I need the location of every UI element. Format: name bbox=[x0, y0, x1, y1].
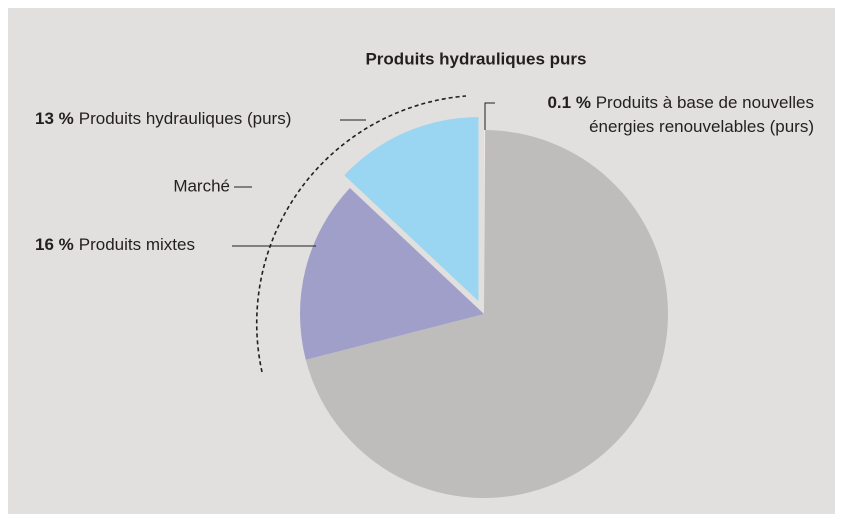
value-label: 16 % bbox=[35, 235, 74, 254]
label: 0.1 % Produits à base de nouvelles énerg… bbox=[492, 91, 814, 139]
category-label: Produits mixtes bbox=[79, 235, 195, 254]
leader-line bbox=[484, 102, 495, 130]
label: 16 % Produits mixtes bbox=[35, 235, 195, 254]
pie-slice bbox=[300, 188, 484, 360]
category-label: Produits hydrauliques (purs) bbox=[79, 109, 292, 128]
value-label: 13 % bbox=[35, 109, 74, 128]
chart-title: Produits hydrauliques purs bbox=[365, 49, 586, 68]
market-arc bbox=[255, 95, 467, 373]
pie-slice bbox=[305, 130, 668, 498]
pie-slice bbox=[344, 117, 479, 302]
category-label: Produits à base de nouvelles énergies re… bbox=[589, 93, 814, 136]
value-label: 0.1 % bbox=[547, 93, 591, 112]
annotation: Marché bbox=[173, 176, 230, 195]
label: 13 % Produits hydrauliques (purs) bbox=[35, 109, 291, 128]
pie-slice bbox=[484, 130, 486, 314]
